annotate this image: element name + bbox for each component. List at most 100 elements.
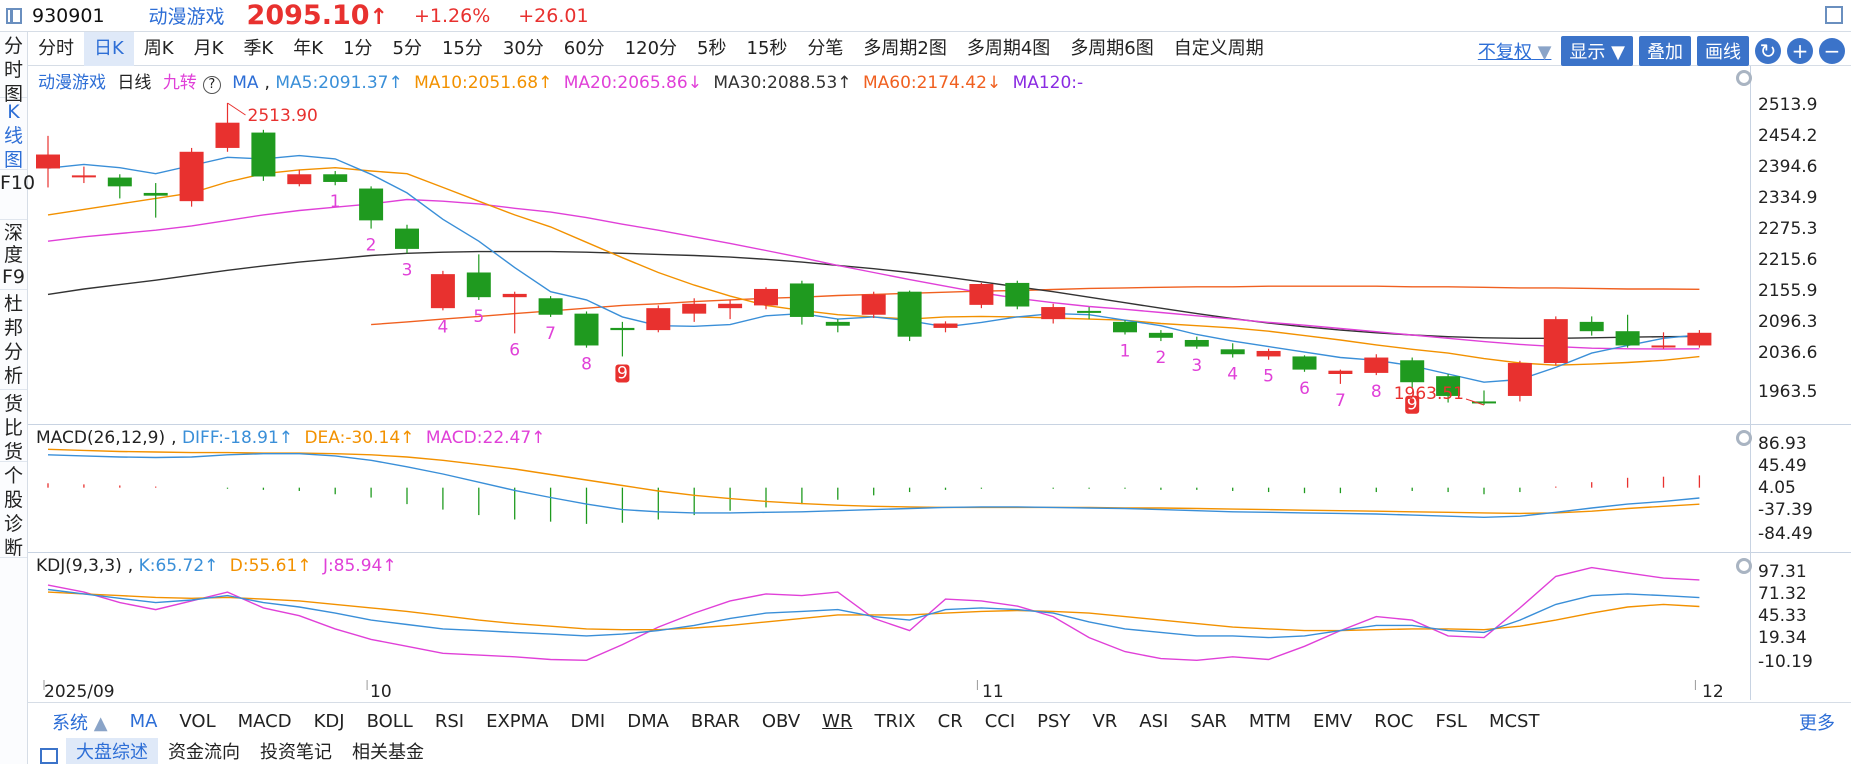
- price-axis-label: 2394.6: [1758, 157, 1818, 177]
- legend-nine[interactable]: 九转: [162, 73, 197, 93]
- overlay-button[interactable]: 叠加: [1639, 36, 1691, 66]
- kdj-legend: KDJ(9,3,3), K:65.72↑ D:55.61↑ J:85.94↑: [36, 556, 397, 576]
- help-icon[interactable]: ?: [202, 76, 221, 94]
- macd-axis-label: -37.39: [1758, 500, 1813, 520]
- tab-15sec[interactable]: 15秒: [746, 37, 788, 59]
- indicator-tab[interactable]: DMI: [570, 711, 606, 732]
- indicator-tab[interactable]: VR: [1092, 711, 1118, 732]
- settings-gear-icon[interactable]: [1736, 558, 1752, 574]
- adjust-select[interactable]: 不复权 ▼: [1477, 42, 1552, 63]
- rail-item-dupont[interactable]: 杜邦分析: [0, 290, 27, 390]
- tab-yearly[interactable]: 年K: [293, 37, 324, 59]
- candle-body: [969, 284, 994, 305]
- indicator-tab[interactable]: RSI: [434, 711, 465, 732]
- stock-code: 930901: [32, 4, 105, 27]
- tab-120min[interactable]: 120分: [624, 37, 678, 59]
- rail-item-depth-f9[interactable]: 深度F9: [0, 222, 27, 290]
- macd-title[interactable]: MACD(26,12,9): [36, 428, 166, 448]
- draw-button[interactable]: 画线: [1697, 36, 1749, 66]
- tab-timeshare[interactable]: 分时: [38, 37, 74, 59]
- indicator-tab[interactable]: VOL: [179, 711, 216, 732]
- indicator-tab[interactable]: MTM: [1248, 711, 1291, 732]
- nine-marker-box: [1405, 395, 1420, 414]
- indicator-tab[interactable]: ASI: [1139, 711, 1169, 732]
- nine-marker: 2: [366, 236, 377, 256]
- rail-item-kline[interactable]: K线图: [0, 98, 27, 171]
- zoom-in-icon[interactable]: +: [1787, 38, 1813, 64]
- tab-5sec[interactable]: 5秒: [697, 37, 727, 59]
- kdj-title[interactable]: KDJ(9,3,3): [36, 556, 122, 576]
- panel-toggle-icon[interactable]: [6, 7, 22, 24]
- tab-quarterly[interactable]: 季K: [243, 37, 274, 59]
- indicator-tab[interactable]: PSY: [1037, 711, 1071, 732]
- indicator-tab[interactable]: EMV: [1312, 711, 1353, 732]
- indicator-tab[interactable]: KDJ: [313, 711, 345, 732]
- candle-body: [933, 323, 958, 328]
- candle-body: [466, 272, 491, 298]
- tab-daily[interactable]: 日K: [84, 31, 134, 66]
- indicator-tab[interactable]: MACD: [237, 711, 292, 732]
- bottom-tab[interactable]: 资金流向: [168, 742, 240, 763]
- pane-divider: [28, 424, 1851, 425]
- candle-body: [1328, 370, 1353, 374]
- indicator-tab[interactable]: TRIX: [874, 711, 916, 732]
- tab-multi-2[interactable]: 多周期2图: [863, 37, 947, 59]
- legend-ma[interactable]: MA: [232, 73, 259, 93]
- panel-icon[interactable]: [40, 748, 58, 764]
- indicator-tab[interactable]: EXPMA: [486, 711, 549, 732]
- settings-gear-icon[interactable]: [1736, 430, 1752, 446]
- indicator-tab[interactable]: MA: [129, 711, 158, 732]
- tab-monthly[interactable]: 月K: [193, 37, 224, 59]
- window-toggle-icon[interactable]: [1825, 6, 1843, 24]
- tab-tick[interactable]: 分笔: [807, 37, 844, 59]
- tab-weekly[interactable]: 周K: [143, 37, 174, 59]
- stock-name[interactable]: 动漫游戏: [148, 6, 225, 28]
- price-axis-label: 2036.6: [1758, 343, 1818, 363]
- tab-multi-4[interactable]: 多周期4图: [966, 37, 1051, 59]
- tab-60min[interactable]: 60分: [563, 37, 605, 59]
- indicator-tab[interactable]: MCST: [1488, 711, 1540, 732]
- zoom-out-icon[interactable]: −: [1819, 38, 1845, 64]
- nine-marker: 2: [1155, 348, 1166, 368]
- tab-30min[interactable]: 30分: [502, 37, 544, 59]
- display-button[interactable]: 显示 ▼: [1561, 36, 1633, 66]
- indicator-tab[interactable]: CCI: [984, 711, 1016, 732]
- nine-marker: 1: [1120, 341, 1131, 361]
- tab-multi-6[interactable]: 多周期6图: [1070, 37, 1154, 59]
- bottom-tab[interactable]: 相关基金: [352, 742, 424, 763]
- refresh-icon[interactable]: ↻: [1755, 38, 1781, 64]
- bottom-tab[interactable]: 大盘综述: [66, 738, 158, 764]
- tab-5min[interactable]: 5分: [392, 37, 422, 59]
- nine-marker: 8: [1371, 382, 1382, 402]
- rail-item-timeshare[interactable]: 分时图: [0, 32, 27, 105]
- kdj-axis-label: -10.19: [1758, 652, 1813, 672]
- tab-custom[interactable]: 自定义周期: [1173, 37, 1264, 59]
- rail-item-compare[interactable]: 货比货: [0, 390, 27, 463]
- indicator-tab[interactable]: SAR: [1190, 711, 1227, 732]
- tab-15min[interactable]: 15分: [441, 37, 483, 59]
- rail-item-f10[interactable]: F10: [0, 170, 35, 220]
- high-annotation: 2513.90: [248, 106, 318, 126]
- more-indicators-link[interactable]: 更多: [1799, 712, 1835, 734]
- left-rail: 分时图 K线图 F10 深度F9 杜邦分析 货比货 个股诊断: [0, 32, 35, 764]
- indicator-tab[interactable]: FSL: [1435, 711, 1467, 732]
- candle-body: [502, 293, 527, 298]
- settings-gear-icon[interactable]: [1736, 70, 1752, 86]
- indicator-tab[interactable]: BOLL: [366, 711, 413, 732]
- indicator-bar: 系统 ▲ MA VOL MACD KDJ BOLL RSI EXPMA DMI …: [28, 702, 1851, 740]
- macd-diff-line: [47, 453, 1700, 519]
- system-menu[interactable]: 系统 ▲: [52, 712, 108, 734]
- indicator-tab[interactable]: ROC: [1374, 711, 1414, 732]
- tab-1min[interactable]: 1分: [343, 37, 373, 59]
- bottom-tab[interactable]: 投资笔记: [260, 742, 332, 763]
- indicator-tab[interactable]: DMA: [627, 711, 669, 732]
- axis-divider: [1750, 66, 1751, 700]
- rail-item-diagnosis[interactable]: 个股诊断: [0, 462, 27, 559]
- indicator-tab[interactable]: BRAR: [690, 711, 740, 732]
- macd-diff: DIFF:-18.91↑: [181, 428, 294, 448]
- price-axis-label: 2275.3: [1758, 219, 1818, 239]
- indicator-tab[interactable]: OBV: [761, 711, 801, 732]
- indicator-tab[interactable]: CR: [937, 711, 963, 732]
- indicator-tab[interactable]: WR: [822, 711, 853, 732]
